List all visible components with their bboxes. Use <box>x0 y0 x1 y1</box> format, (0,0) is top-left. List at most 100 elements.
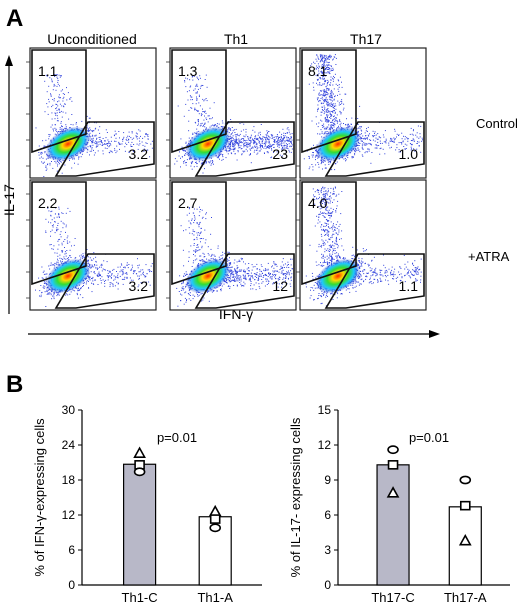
event-dot <box>276 138 277 139</box>
event-dot <box>123 132 124 133</box>
col-header-th1: Th1 <box>224 31 248 47</box>
event-dot <box>88 260 89 261</box>
event-dot <box>57 171 58 172</box>
event-dot <box>331 90 332 91</box>
event-dot <box>61 111 62 112</box>
event-dot <box>337 162 338 163</box>
event-dot <box>246 132 247 133</box>
event-dot <box>332 85 333 86</box>
event-dot <box>87 125 88 126</box>
event-dot <box>190 99 191 100</box>
event-dot <box>87 152 88 153</box>
event-dot <box>53 89 54 90</box>
flow-plot-atra-unconditioned: 2.23.2 <box>26 180 156 310</box>
event-dot <box>92 147 93 148</box>
event-dot <box>237 134 238 135</box>
event-dot <box>277 134 278 135</box>
event-dot <box>357 148 358 149</box>
event-dot <box>338 126 339 127</box>
event-dot <box>45 306 46 307</box>
event-dot <box>57 110 58 111</box>
event-dot <box>102 150 103 151</box>
event-dot <box>385 130 386 131</box>
event-dot <box>235 134 236 135</box>
event-dot <box>92 142 93 143</box>
event-dot <box>219 159 220 160</box>
event-dot <box>90 257 91 258</box>
event-dot <box>341 103 342 104</box>
event-dot <box>332 120 333 121</box>
event-dot <box>246 140 247 141</box>
event-dot <box>56 104 57 105</box>
event-dot <box>313 87 314 88</box>
event-dot <box>110 151 111 152</box>
event-dot <box>96 139 97 140</box>
event-dot <box>331 114 332 115</box>
event-dot <box>329 111 330 112</box>
event-dot <box>258 140 259 141</box>
event-dot <box>380 143 381 144</box>
event-dot <box>90 129 91 130</box>
event-dot <box>321 94 322 95</box>
event-dot <box>324 89 325 90</box>
event-dot <box>126 139 127 140</box>
event-dot <box>180 138 181 139</box>
event-dot <box>84 257 85 258</box>
event-dot <box>58 80 59 81</box>
event-dot <box>329 56 330 57</box>
event-dot <box>265 146 266 147</box>
event-dot <box>413 129 414 130</box>
flow-plot-control-th1: 1.323 <box>166 48 296 178</box>
event-dot <box>175 158 176 159</box>
event-dot <box>333 107 334 108</box>
event-dot <box>312 152 313 153</box>
event-dot <box>57 115 58 116</box>
event-dot <box>188 121 189 122</box>
event-dot <box>333 94 334 95</box>
event-dot <box>119 149 120 150</box>
event-dot <box>257 138 258 139</box>
event-dot <box>408 138 409 139</box>
event-dot <box>317 84 318 85</box>
event-dot <box>282 138 283 139</box>
event-dot <box>233 144 234 145</box>
event-dot <box>331 104 332 105</box>
event-dot <box>184 80 185 81</box>
event-dot <box>96 135 97 136</box>
event-dot <box>96 141 97 142</box>
event-dot <box>93 130 94 131</box>
event-dot <box>322 131 323 132</box>
event-dot <box>137 144 138 145</box>
event-dot <box>364 144 365 145</box>
event-dot <box>283 143 284 144</box>
event-dot <box>196 85 197 86</box>
event-dot <box>152 141 153 142</box>
event-dot <box>329 89 330 90</box>
event-dot <box>250 145 251 146</box>
event-dot <box>212 161 213 162</box>
event-dot <box>341 112 342 113</box>
event-dot <box>125 151 126 152</box>
event-dot <box>46 103 47 104</box>
event-dot <box>44 286 45 287</box>
event-dot <box>230 148 231 149</box>
event-dot <box>136 133 137 134</box>
event-dot <box>361 131 362 132</box>
event-dot <box>201 163 202 164</box>
event-dot <box>46 277 47 278</box>
event-dot <box>46 159 47 160</box>
event-dot <box>49 136 50 137</box>
event-dot <box>225 150 226 151</box>
event-dot <box>182 147 183 148</box>
event-dot <box>420 133 421 134</box>
event-dot <box>246 129 247 130</box>
event-dot <box>328 88 329 89</box>
event-dot <box>253 142 254 143</box>
event-dot <box>326 60 327 61</box>
event-dot <box>222 154 223 155</box>
event-dot <box>355 151 356 152</box>
event-dot <box>237 143 238 144</box>
event-dot <box>59 75 60 76</box>
event-dot <box>283 138 284 139</box>
event-dot <box>327 105 328 106</box>
